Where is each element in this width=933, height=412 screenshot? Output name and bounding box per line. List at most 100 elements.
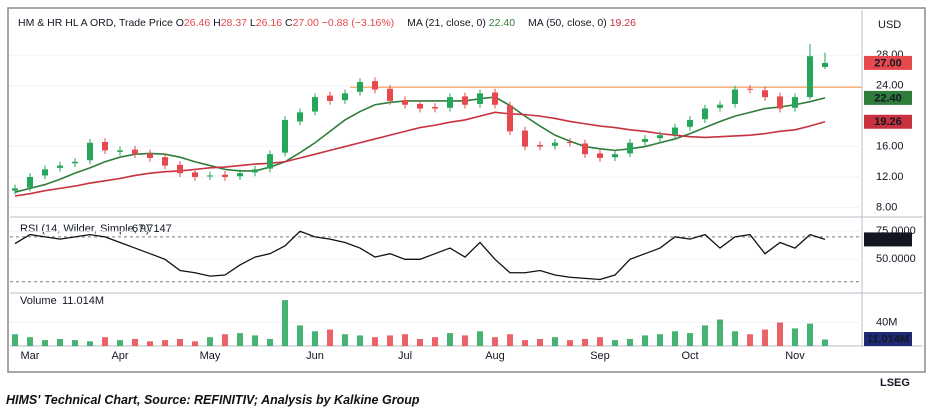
candle-body — [777, 96, 783, 109]
price-tag — [864, 114, 912, 129]
volume-bar — [312, 331, 318, 346]
header: HM & HR HL A ORD, Trade Price O26.46 H28… — [18, 17, 636, 29]
candle-body — [462, 96, 468, 105]
y-tick-label: 40M — [876, 316, 897, 328]
volume-bar — [102, 337, 108, 346]
volume-bar — [207, 337, 213, 346]
candle-body — [117, 150, 123, 152]
candle-body — [417, 103, 423, 109]
candle-body — [207, 175, 213, 177]
volume-bar — [567, 340, 573, 346]
candle-body — [552, 142, 558, 146]
volume-bar — [777, 322, 783, 346]
candle-body — [477, 93, 483, 104]
candle-body — [612, 154, 618, 158]
volume-bar — [237, 333, 243, 346]
volume-bar — [807, 323, 813, 346]
ma-line — [14, 111, 826, 197]
field-value: 26.46 — [183, 17, 211, 29]
volume-bar — [762, 329, 768, 346]
volume-bar — [72, 340, 78, 346]
volume-bar — [402, 334, 408, 346]
candle-body — [192, 172, 198, 177]
volume-bar — [342, 334, 348, 346]
x-tick-label: Aug — [485, 350, 505, 362]
price-tag — [864, 332, 912, 346]
volume-bar — [267, 338, 273, 346]
field-key: C — [284, 17, 293, 29]
candle-body — [762, 90, 768, 98]
candle-body — [12, 188, 18, 191]
ma-value: 19.26 — [609, 17, 636, 29]
volume-bar — [492, 337, 498, 346]
candle-body — [537, 145, 543, 147]
candle-body — [597, 153, 603, 158]
volume-bar — [642, 335, 648, 346]
volume-bar — [537, 338, 543, 346]
volume-bar — [42, 340, 48, 346]
candle-body — [342, 93, 348, 101]
candle-body — [372, 81, 378, 90]
candle-body — [147, 153, 153, 158]
volume-bar — [372, 337, 378, 346]
candle-body — [267, 154, 273, 169]
candle-body — [42, 169, 48, 176]
ma-value: 22.40 — [488, 17, 516, 29]
candle-body — [642, 138, 648, 142]
field-value: 28.37 — [220, 17, 247, 29]
candle-body — [57, 165, 63, 168]
candle-body — [522, 130, 528, 147]
x-tick-label: Apr — [111, 350, 128, 362]
volume-bar — [27, 337, 33, 346]
volume-bar — [687, 333, 693, 346]
logo: LSEG — [880, 377, 910, 389]
volume-bar — [162, 340, 168, 346]
volume-bar — [462, 335, 468, 346]
currency: USD — [878, 19, 901, 31]
volume-bar — [432, 337, 438, 346]
candle-body — [72, 161, 78, 164]
ma-name: MA (50, close, 0) — [527, 17, 607, 29]
candle-body — [432, 107, 438, 109]
x-tick-label: Sep — [590, 350, 610, 362]
volume-bar — [717, 319, 723, 346]
volume-bar — [192, 341, 198, 346]
volume-bar — [57, 338, 63, 346]
candle-body — [387, 88, 393, 101]
volume-bar — [87, 341, 93, 346]
x-tick-label: Nov — [785, 350, 805, 362]
y-tick-label: 50.0000 — [876, 253, 916, 265]
ma-name: MA (21, close, 0) — [407, 17, 486, 29]
candle-body — [687, 119, 693, 127]
y-tick-label: 16.00 — [876, 140, 904, 152]
candle-body — [327, 95, 333, 101]
candle-body — [132, 149, 138, 155]
frame — [7, 7, 926, 373]
candle-body — [27, 176, 33, 188]
volume-bar — [147, 341, 153, 346]
volume-bar — [582, 338, 588, 346]
volume-bar — [417, 338, 423, 346]
price-tag — [864, 55, 912, 70]
volume-bar — [597, 337, 603, 346]
volume-bar — [822, 339, 828, 346]
rsi-value: 67.7147 — [132, 223, 172, 235]
candle-body — [447, 97, 453, 108]
change: −0.88 (−3.16%) — [321, 17, 395, 29]
candle-body — [717, 104, 723, 108]
volume-bar — [12, 334, 18, 346]
price-tag — [864, 232, 912, 247]
volume-bar — [117, 340, 123, 346]
candle-body — [507, 105, 513, 132]
candle-body — [402, 100, 408, 105]
x-tick-label: Jun — [306, 350, 324, 362]
volume-bar — [477, 331, 483, 346]
candle-body — [627, 142, 633, 154]
volume-bar — [792, 328, 798, 346]
field-key: L — [249, 17, 256, 29]
candle-body — [702, 108, 708, 120]
volume-bar — [657, 334, 663, 346]
volume-bar — [702, 325, 708, 346]
x-tick-label: Jul — [398, 350, 412, 362]
